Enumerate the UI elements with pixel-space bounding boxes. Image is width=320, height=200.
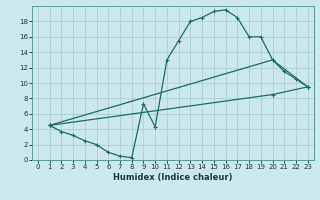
- X-axis label: Humidex (Indice chaleur): Humidex (Indice chaleur): [113, 173, 233, 182]
